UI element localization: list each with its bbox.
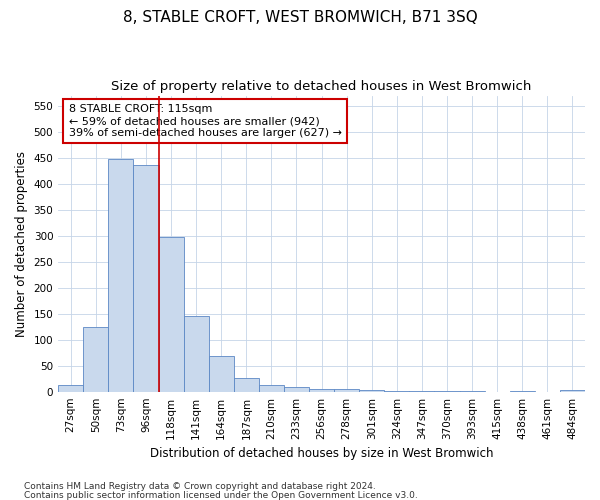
Bar bbox=[209, 356, 234, 392]
Bar bbox=[385, 390, 409, 392]
Bar bbox=[309, 388, 334, 392]
Bar bbox=[359, 390, 385, 392]
Bar bbox=[284, 387, 309, 392]
Bar bbox=[510, 391, 535, 392]
Text: Contains HM Land Registry data © Crown copyright and database right 2024.: Contains HM Land Registry data © Crown c… bbox=[24, 482, 376, 491]
Bar bbox=[409, 391, 434, 392]
Bar bbox=[434, 391, 460, 392]
Y-axis label: Number of detached properties: Number of detached properties bbox=[15, 150, 28, 336]
Text: 8 STABLE CROFT: 115sqm
← 59% of detached houses are smaller (942)
39% of semi-de: 8 STABLE CROFT: 115sqm ← 59% of detached… bbox=[69, 104, 342, 138]
Bar bbox=[560, 390, 585, 392]
Bar bbox=[58, 386, 83, 392]
Text: 8, STABLE CROFT, WEST BROMWICH, B71 3SQ: 8, STABLE CROFT, WEST BROMWICH, B71 3SQ bbox=[122, 10, 478, 25]
Bar bbox=[259, 386, 284, 392]
Bar bbox=[184, 316, 209, 392]
Bar bbox=[83, 326, 109, 392]
Bar bbox=[334, 389, 359, 392]
Bar bbox=[460, 391, 485, 392]
Bar bbox=[234, 378, 259, 392]
X-axis label: Distribution of detached houses by size in West Bromwich: Distribution of detached houses by size … bbox=[150, 447, 493, 460]
Bar bbox=[158, 237, 184, 392]
Title: Size of property relative to detached houses in West Bromwich: Size of property relative to detached ho… bbox=[112, 80, 532, 93]
Bar bbox=[133, 164, 158, 392]
Text: Contains public sector information licensed under the Open Government Licence v3: Contains public sector information licen… bbox=[24, 490, 418, 500]
Bar bbox=[109, 159, 133, 392]
